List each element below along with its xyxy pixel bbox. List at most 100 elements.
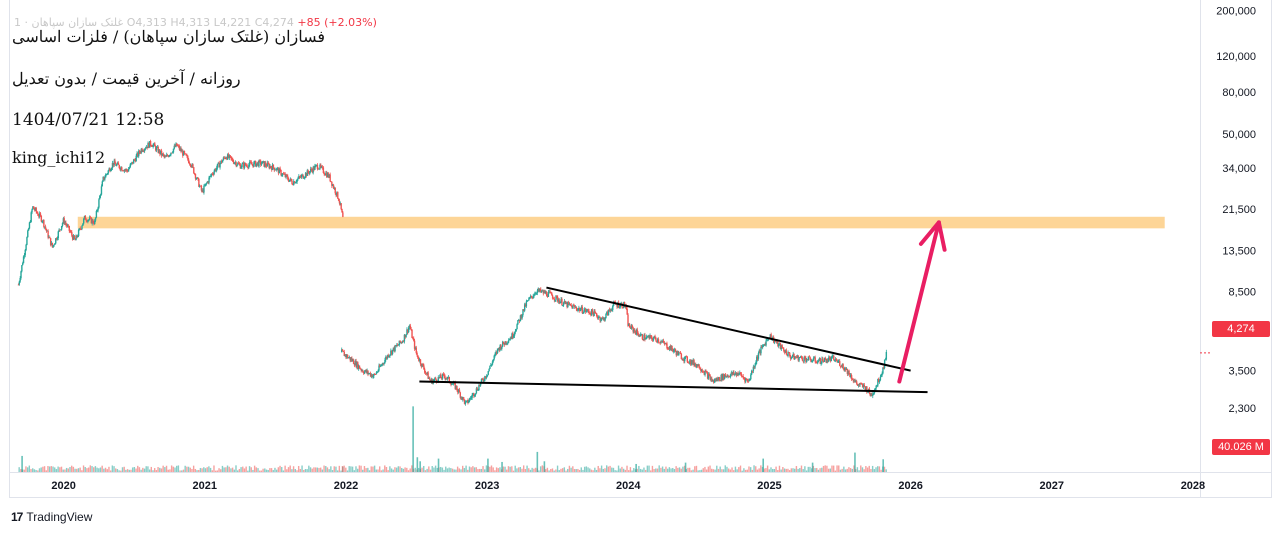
volume-bar	[304, 469, 307, 472]
candle-body	[242, 162, 244, 164]
candle-body	[143, 150, 145, 152]
candle-body	[157, 146, 159, 153]
candle-body	[213, 171, 215, 175]
volume-bar	[775, 466, 777, 472]
volume-bar	[590, 469, 593, 472]
volume-bar	[687, 467, 689, 472]
volume-bar	[159, 467, 161, 472]
candle-body	[664, 343, 666, 345]
candle-body	[259, 160, 261, 162]
candle-body	[709, 375, 711, 380]
candle-body	[237, 163, 240, 164]
volume-bar	[54, 467, 56, 472]
volume-bar	[209, 467, 212, 472]
volume-bar	[622, 468, 625, 472]
candle-body	[22, 263, 24, 266]
candle-body	[400, 342, 402, 343]
volume-bar	[18, 467, 20, 472]
candle-body	[884, 359, 887, 361]
candle-body	[149, 141, 151, 148]
candle-body	[529, 297, 531, 299]
volume-bar	[670, 468, 672, 472]
volume-bar	[409, 468, 411, 472]
candle-body	[565, 302, 567, 304]
volume-bar	[860, 465, 862, 472]
candle-body	[239, 164, 242, 169]
candle-body	[423, 365, 425, 370]
volume-bar	[250, 467, 252, 472]
volume-bar	[519, 467, 521, 472]
candle-body	[794, 356, 796, 359]
candle-body	[849, 374, 851, 377]
volume-bar	[455, 469, 457, 472]
volume-bar	[551, 468, 554, 472]
candle-body	[328, 174, 331, 178]
candle-body	[561, 299, 563, 306]
candle-body	[703, 371, 705, 375]
candle-body	[569, 303, 572, 306]
candle-body	[396, 344, 399, 346]
volume-bar	[126, 469, 129, 472]
candle-body	[60, 229, 62, 231]
candle-body	[111, 162, 114, 168]
candle-body	[804, 357, 806, 359]
volume-bar	[733, 470, 735, 472]
candle-body	[700, 369, 702, 372]
candle-body	[640, 334, 642, 337]
candle-body	[309, 168, 312, 172]
candle-body	[214, 168, 216, 172]
candle-body	[218, 162, 220, 168]
candle-body	[608, 309, 611, 311]
volume-bar	[765, 468, 767, 472]
candle-body	[525, 301, 528, 307]
volume-bar	[624, 469, 627, 472]
volume-bar	[482, 466, 484, 472]
candle-body	[406, 329, 408, 335]
candle-body	[841, 364, 843, 367]
volume-bar	[829, 468, 831, 472]
candle-body	[321, 166, 324, 168]
volume-bar	[130, 469, 132, 472]
candle-body	[119, 168, 121, 170]
volume-bar	[70, 465, 73, 472]
candle-body	[634, 331, 637, 335]
candle-body	[45, 228, 48, 232]
candle-body	[476, 388, 478, 391]
candle-body	[744, 378, 746, 382]
volume-bar	[721, 469, 723, 472]
candle-body	[138, 150, 140, 157]
candle-body	[80, 228, 82, 230]
candle-body	[723, 374, 726, 380]
candle-body	[172, 148, 175, 153]
volume-bar	[98, 468, 100, 472]
candle-body	[403, 334, 406, 342]
candle-body	[570, 305, 572, 307]
volume-bar	[856, 467, 859, 472]
candle-body	[229, 155, 231, 157]
candle-body	[545, 291, 547, 294]
candle-body	[53, 244, 55, 246]
volume-bar	[279, 465, 281, 472]
candle-body	[320, 166, 323, 168]
candle-body	[823, 357, 826, 362]
candle-body	[817, 360, 820, 362]
candle-body	[462, 397, 465, 400]
candle-body	[416, 353, 418, 356]
candle-body	[606, 311, 608, 314]
volume-bar	[553, 470, 555, 472]
candle-body	[847, 370, 849, 375]
candle-body	[719, 380, 722, 382]
volume-bar	[636, 468, 638, 472]
tradingview-brand[interactable]: 17 TradingView	[11, 510, 92, 524]
candle-body	[580, 306, 583, 310]
candle-body	[340, 203, 342, 210]
volume-bar	[702, 468, 704, 472]
volume-bar	[319, 467, 322, 472]
candle-body	[435, 378, 437, 380]
volume-bar	[167, 469, 169, 472]
candle-body	[880, 375, 882, 377]
candle-body	[264, 162, 266, 167]
candle-body	[305, 173, 308, 176]
candle-body	[628, 324, 630, 326]
candle-body	[292, 184, 294, 186]
